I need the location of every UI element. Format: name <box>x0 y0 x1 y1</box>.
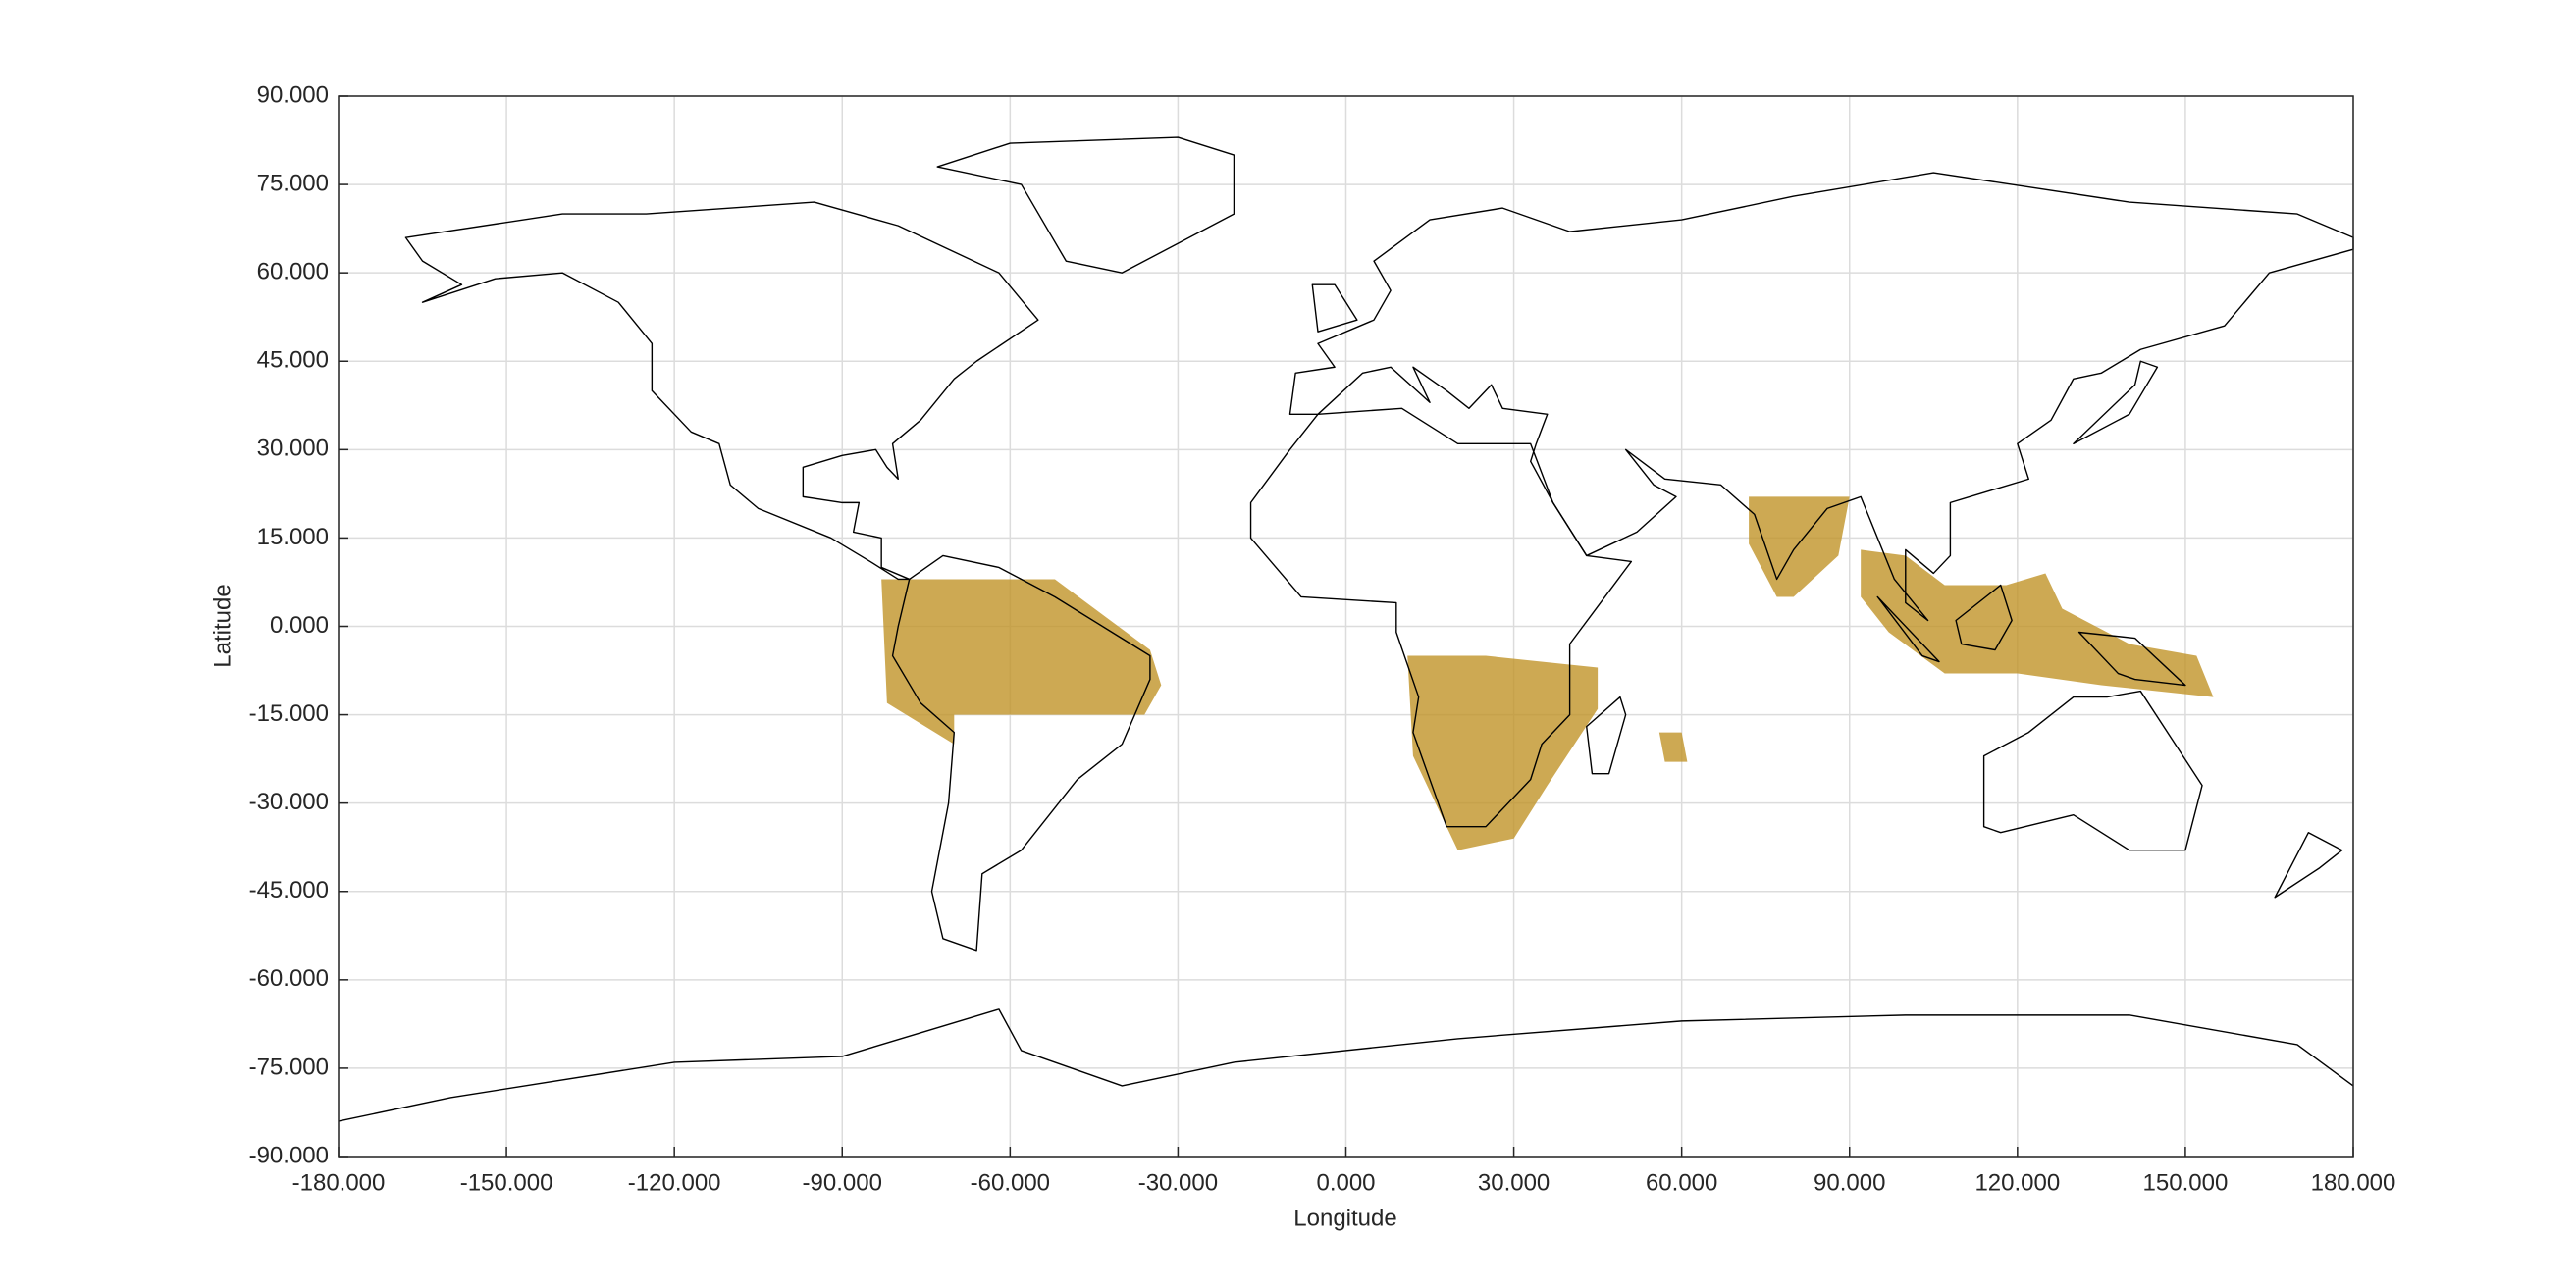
x-axis-label: Longitude <box>1293 1205 1396 1231</box>
x-tick-label: -150.000 <box>460 1169 553 1196</box>
x-tick-label: -120.000 <box>628 1169 721 1196</box>
coastline <box>1312 284 2341 898</box>
y-tick-label: 15.000 <box>257 524 329 550</box>
coastline <box>1984 692 2202 850</box>
x-tick-label: -30.000 <box>1138 1169 1218 1196</box>
coastline <box>1587 697 1626 774</box>
y-tick-label: 0.000 <box>270 612 329 639</box>
y-tick-label: -45.000 <box>249 877 329 903</box>
x-tick-label: -60.000 <box>971 1169 1050 1196</box>
coastline <box>405 202 1037 579</box>
y-tick-label: 90.000 <box>257 81 329 108</box>
coverage-region <box>1658 732 1688 762</box>
coastline <box>893 555 1150 950</box>
coastline <box>339 1009 2353 1121</box>
x-tick-label: 60.000 <box>1646 1169 1717 1196</box>
y-tick-label: 45.000 <box>257 347 329 374</box>
x-tick-label: 30.000 <box>1478 1169 1550 1196</box>
x-tick-label: -180.000 <box>292 1169 386 1196</box>
coastline <box>1251 408 1632 826</box>
coastline <box>1289 173 2353 620</box>
x-tick-label: 90.000 <box>1814 1169 1885 1196</box>
y-tick-label: -15.000 <box>249 700 329 727</box>
y-tick-label: -90.000 <box>249 1142 329 1168</box>
x-tick-label: 150.000 <box>2143 1169 2229 1196</box>
coverage-region <box>1749 496 1850 597</box>
ticks: -180.000 -150.000 -120.000 -90.000 -60.000 -3… <box>249 81 2396 1196</box>
x-tick-label: 120.000 <box>1974 1169 2060 1196</box>
y-tick-label: 30.000 <box>257 436 329 462</box>
x-tick-label: -90.000 <box>803 1169 882 1196</box>
y-axis-label: Latitude <box>209 584 236 667</box>
y-tick-label: -60.000 <box>249 965 329 992</box>
x-tick-label: 0.000 <box>1316 1169 1375 1196</box>
coverage-region <box>1861 549 2214 697</box>
coverage-region <box>881 579 1162 745</box>
coastline <box>937 137 1234 273</box>
y-tick-label: 75.000 <box>257 170 329 196</box>
y-tick-label: -30.000 <box>249 789 329 815</box>
y-tick-label: -75.000 <box>249 1054 329 1080</box>
coverage-region <box>1407 655 1599 850</box>
map-layer <box>339 137 2353 1121</box>
x-tick-label: 180.000 <box>2311 1169 2396 1196</box>
y-tick-label: 60.000 <box>257 259 329 285</box>
